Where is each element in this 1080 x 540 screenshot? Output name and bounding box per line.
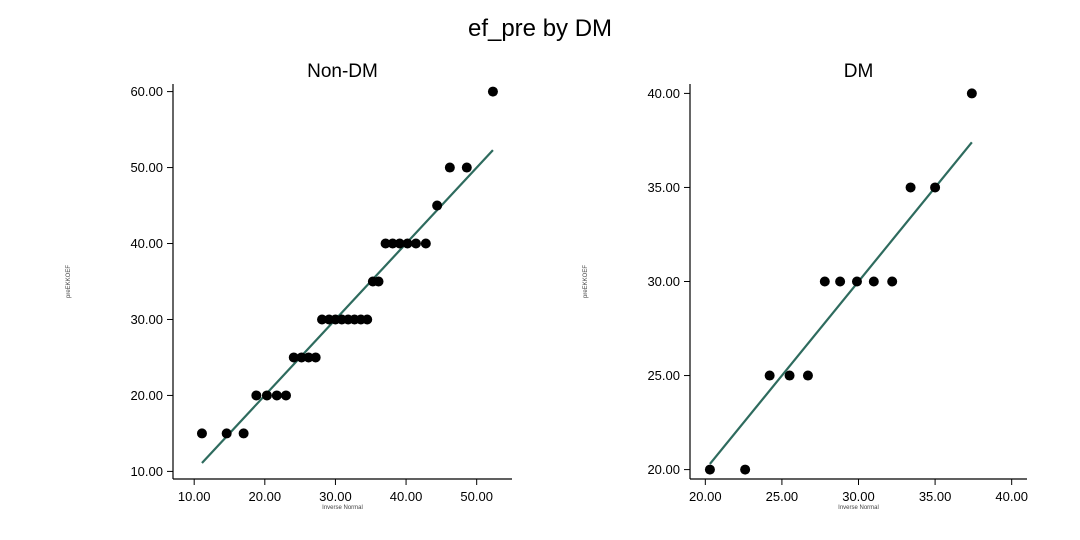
data-point (835, 276, 846, 287)
x-axis-label: Inverse Normal (838, 505, 879, 511)
x-tick-label: 10.00 (178, 489, 211, 504)
data-point (432, 200, 443, 211)
y-tick-label: 40.00 (130, 236, 163, 251)
data-point (868, 276, 879, 287)
data-point (764, 370, 775, 381)
x-tick-label: 50.00 (460, 489, 493, 504)
data-point (288, 352, 299, 363)
y-tick-label: 20.00 (130, 388, 163, 403)
y-axis-label: preEKKOEF (66, 265, 72, 298)
y-axis-label: preEKKOEF (583, 265, 589, 298)
x-tick-label: 25.00 (766, 489, 799, 504)
data-point (310, 352, 321, 363)
data-point (387, 238, 398, 249)
data-point (905, 182, 916, 193)
data-point (251, 390, 262, 401)
data-point (819, 276, 830, 287)
data-point (887, 276, 898, 287)
data-point (303, 352, 314, 363)
data-point (851, 276, 862, 287)
data-point (930, 182, 941, 193)
y-tick-label: 30.00 (130, 312, 163, 327)
data-point (740, 464, 751, 475)
data-point (966, 88, 977, 99)
figure-title: ef_pre by DM (468, 15, 612, 42)
reference-line (201, 149, 494, 464)
panel-title: Non-DM (307, 61, 378, 82)
data-point (296, 352, 307, 363)
data-point (261, 390, 272, 401)
y-tick-label: 35.00 (647, 180, 680, 195)
y-tick-label: 50.00 (130, 160, 163, 175)
y-tick-label: 40.00 (647, 86, 680, 101)
data-point (402, 238, 413, 249)
x-tick-label: 20.00 (249, 489, 282, 504)
x-tick-label: 20.00 (689, 489, 722, 504)
panel-non-dm: Non-DM 10.00 20.00 30.00 40.00 50.00 60.00 10.0… (66, 61, 512, 511)
x-tick-label: 35.00 (919, 489, 952, 504)
reference-line (709, 141, 973, 465)
y-tick-label: 20.00 (647, 462, 680, 477)
data-point (221, 428, 232, 439)
data-point (420, 238, 431, 249)
x-tick-label: 40.00 (995, 489, 1028, 504)
data-point (444, 162, 455, 173)
data-point (802, 370, 813, 381)
data-point (461, 162, 472, 173)
x-axis-label: Inverse Normal (322, 505, 363, 511)
data-point (380, 238, 391, 249)
data-point (704, 464, 715, 475)
data-point (410, 238, 421, 249)
data-point (394, 238, 405, 249)
chart-panels: Non-DM 10.00 20.00 30.00 40.00 50.00 60.00 10.0… (66, 61, 1028, 511)
data-point (784, 370, 795, 381)
x-tick-label: 30.00 (319, 489, 352, 504)
data-point (373, 276, 384, 287)
y-tick-label: 25.00 (647, 368, 680, 383)
data-point (238, 428, 249, 439)
y-tick-label: 10.00 (130, 464, 163, 479)
panel-dm: DM 20.00 25.00 30.00 35.00 40.00 20.00 25.00 30.… (583, 61, 1028, 511)
panel-title: DM (844, 61, 874, 82)
y-tick-label: 30.00 (647, 274, 680, 289)
data-point (281, 390, 291, 401)
x-tick-label: 30.00 (842, 489, 875, 504)
data-point (271, 390, 282, 401)
x-tick-label: 40.00 (390, 489, 423, 504)
data-point (362, 314, 373, 325)
data-point (317, 314, 328, 325)
data-point (196, 428, 207, 439)
data-point (487, 86, 498, 97)
y-tick-label: 60.00 (130, 84, 163, 99)
